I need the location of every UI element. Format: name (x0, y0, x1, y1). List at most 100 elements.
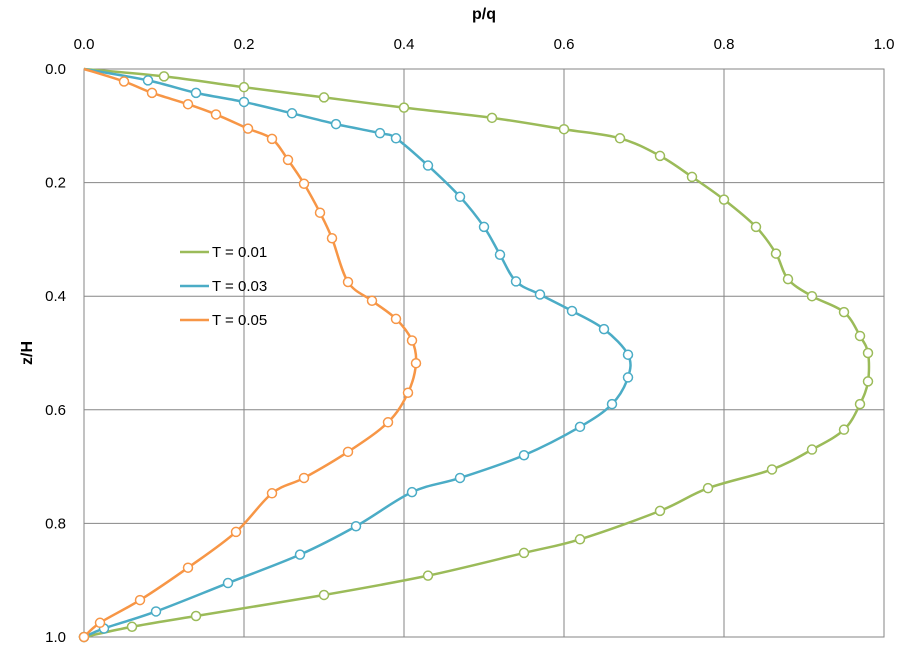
legend-item: T = 0.01 (180, 244, 267, 261)
data-point (266, 488, 278, 499)
data-point (702, 482, 714, 494)
data-point (222, 577, 234, 589)
data-point (574, 534, 586, 545)
data-point (266, 133, 278, 145)
data-point (146, 87, 158, 99)
data-point (382, 417, 394, 428)
data-point (158, 71, 170, 82)
data-point (782, 273, 794, 285)
legend-label: T = 0.01 (212, 244, 267, 261)
data-point (838, 306, 850, 318)
data-point (242, 123, 254, 134)
data-point (134, 594, 146, 606)
data-point (350, 520, 362, 532)
y-tick-labels: 0.0 0.2 0.4 0.6 0.8 1.0 (45, 61, 66, 646)
data-point (622, 349, 634, 360)
legend-label: T = 0.05 (212, 312, 267, 329)
data-point (422, 570, 434, 581)
data-point (94, 617, 106, 629)
data-point (486, 112, 498, 124)
data-point (606, 398, 618, 410)
data-point (126, 621, 138, 633)
data-point (654, 505, 666, 517)
y-tick-label: 0.2 (45, 175, 66, 192)
legend: T = 0.01 T = 0.03 T = 0.05 (180, 244, 267, 329)
gridlines (84, 69, 884, 637)
data-point (406, 486, 418, 498)
data-point (402, 387, 414, 399)
data-point (390, 313, 402, 325)
y-tick-label: 0.8 (45, 515, 66, 532)
data-point (142, 75, 154, 86)
data-point (314, 207, 326, 218)
data-point (622, 372, 634, 383)
x-tick-label: 0.8 (714, 36, 735, 53)
data-point (190, 87, 202, 99)
data-point (478, 221, 490, 233)
data-point (854, 330, 866, 342)
data-point (806, 444, 818, 455)
data-point (326, 233, 338, 244)
data-point (654, 150, 666, 162)
legend-label: T = 0.03 (212, 278, 267, 295)
data-point (342, 276, 354, 288)
data-point (574, 421, 586, 433)
data-point (298, 472, 310, 484)
data-point (454, 191, 466, 203)
legend-item: T = 0.03 (180, 278, 267, 295)
data-point (862, 347, 874, 359)
data-point (118, 76, 130, 87)
y-axis-title: z/H (19, 341, 36, 365)
data-point (510, 276, 522, 287)
data-point (614, 133, 626, 144)
data-point (286, 108, 298, 119)
data-point (398, 102, 410, 113)
data-point (238, 96, 250, 108)
data-point (686, 171, 698, 183)
x-tick-label: 0.2 (234, 36, 255, 53)
plot-border (83, 68, 885, 638)
x-tick-label: 0.4 (394, 36, 415, 53)
data-point (494, 249, 506, 260)
data-point (282, 154, 294, 166)
data-point (534, 289, 546, 300)
data-point (78, 631, 90, 643)
data-point (598, 323, 610, 335)
data-point (298, 178, 310, 189)
data-point (150, 606, 162, 617)
data-point (318, 589, 330, 601)
x-axis-title: p/q (472, 6, 496, 23)
data-point (518, 449, 530, 461)
y-tick-label: 0.4 (45, 288, 66, 305)
data-point (750, 221, 762, 233)
data-point (230, 526, 242, 538)
data-point (422, 160, 434, 171)
legend-item: T = 0.05 (180, 312, 267, 329)
data-point (330, 118, 342, 130)
data-point (342, 446, 354, 458)
x-tick-label: 1.0 (874, 36, 895, 53)
data-point (238, 81, 250, 93)
data-point (854, 398, 866, 410)
data-point (210, 109, 222, 120)
data-point (406, 335, 418, 346)
series-3 (78, 67, 422, 643)
data-point (374, 127, 386, 139)
x-tick-labels: 0.0 0.2 0.4 0.6 0.8 1.0 (74, 36, 895, 53)
y-tick-label: 0.6 (45, 402, 66, 419)
y-tick-label: 0.0 (45, 61, 66, 78)
series-1 (78, 67, 874, 643)
data-point (318, 92, 330, 103)
data-point (806, 290, 818, 302)
series-2 (78, 67, 634, 643)
data-point (862, 376, 874, 387)
data-point (558, 123, 570, 135)
series-group (78, 67, 874, 643)
data-point (410, 357, 422, 369)
y-tick-label: 1.0 (45, 629, 66, 646)
data-point (518, 547, 530, 559)
data-point (366, 295, 378, 306)
data-point (770, 248, 782, 259)
data-point (182, 562, 194, 573)
